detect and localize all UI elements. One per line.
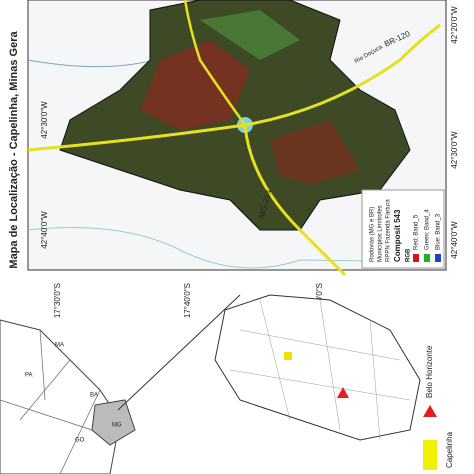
longitude-label: 42°20'0"W: [450, 6, 459, 44]
longitude-label: 42°40'0"W: [450, 221, 459, 259]
mg-state: [91, 399, 136, 446]
legend-item: Rodovias (MG e BR): [370, 207, 376, 262]
soil-patch: [140, 40, 250, 130]
state-label: MG: [112, 423, 122, 429]
map-title: Mapa de Localização - Capelinha, Minas G…: [8, 31, 20, 269]
road: [183, 0, 247, 126]
legend-item: RPPN Fazenda Fartura: [386, 199, 392, 262]
road-mg214: [243, 124, 347, 277]
municipal-borders: [229, 299, 411, 441]
band-label: Green: Band_4: [425, 209, 431, 250]
state-label: GO: [75, 438, 85, 444]
band-swatch: [413, 254, 419, 262]
legend-rgb: RGB: [406, 248, 412, 262]
mg-municipalities: [214, 294, 421, 441]
longitude-label: 42°30'0"W: [450, 131, 459, 169]
latitude-label: 17°30'0"S: [53, 283, 62, 318]
legend-triangle: [423, 405, 437, 417]
road-br120: [27, 23, 441, 152]
soil-patch: [270, 120, 360, 185]
state-label: BA: [90, 393, 98, 399]
inset-legend-label: Belo Horizonte: [425, 345, 434, 398]
belo-horizonte-marker: [337, 387, 349, 398]
legend-composite: Composit 543: [393, 209, 402, 262]
state-label: PA: [25, 373, 33, 379]
longitude-label: 42°30'0"W: [40, 101, 49, 139]
legend-item: Municípios Limítrofes: [378, 205, 384, 262]
band-swatch: [424, 254, 430, 262]
longitude-label: 42°40'0"W: [40, 211, 49, 249]
band-swatch: [435, 254, 441, 262]
inset-connector: [117, 294, 241, 411]
capelinha-marker: [284, 352, 292, 360]
band-label: Blue: Band_3: [436, 213, 442, 250]
neighbor-border: [27, 227, 447, 269]
vegetation-patch: [200, 10, 300, 60]
inset-legend-label: Capelinha: [445, 431, 454, 468]
band-label: Red: Band_5: [414, 214, 420, 250]
legend-rect: [423, 440, 437, 470]
latitude-label: 17°40'0"S: [183, 283, 192, 318]
state-label: MA: [55, 343, 64, 349]
state-borders: [0, 329, 101, 474]
legend-box: [361, 189, 445, 269]
